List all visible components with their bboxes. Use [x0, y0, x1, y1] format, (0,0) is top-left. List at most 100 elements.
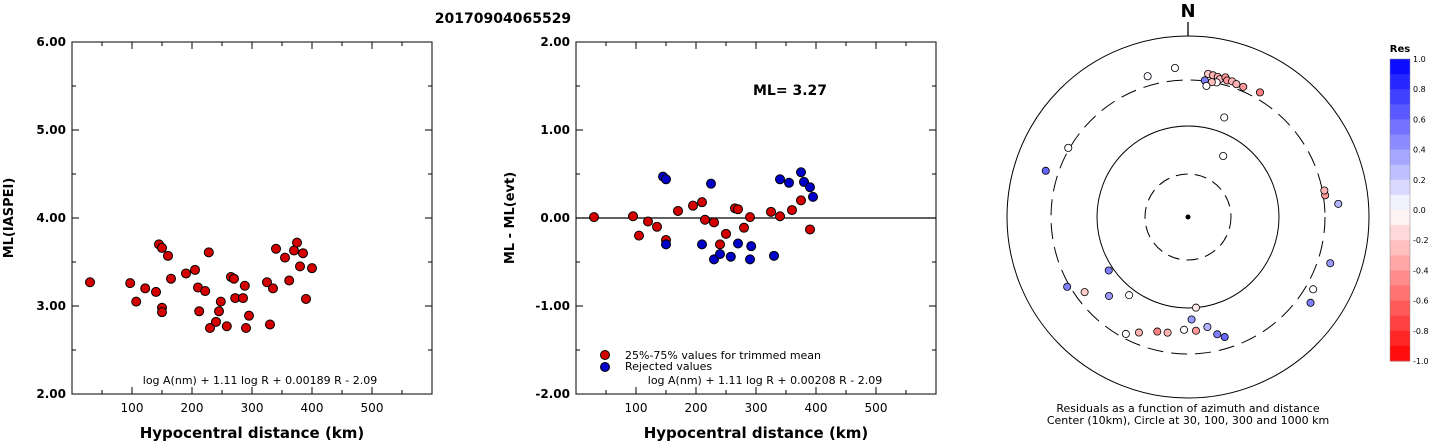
- colorbar-band: [1390, 164, 1410, 181]
- ml-iaspei-point: [131, 296, 142, 307]
- ml-iaspei-point: [298, 248, 308, 259]
- colorbar-band: [1390, 240, 1410, 256]
- ml-iaspei-point: [268, 283, 278, 294]
- ml-iaspei-point: [280, 252, 290, 263]
- ml-iaspei-point: [205, 323, 215, 333]
- ml-residual-y-tick-label: 2.00: [540, 35, 570, 49]
- legend-label-rejected: Rejected values: [625, 360, 712, 373]
- station-residual-point: [1121, 329, 1130, 338]
- ml-iaspei-point: [271, 243, 281, 254]
- station-residual-point: [1255, 88, 1264, 97]
- ml-residual-point: [628, 211, 638, 222]
- station-residual-point: [1213, 330, 1222, 339]
- ml-iaspei-point: [85, 277, 95, 288]
- ml-iaspei-y-label: ML(IASPEI): [2, 178, 17, 259]
- colorbar-band: [1390, 119, 1410, 135]
- station-residual-point: [1105, 291, 1114, 300]
- ml-residual-point: [715, 239, 725, 250]
- colorbar-band: [1390, 345, 1410, 362]
- ml-residual-ticks: 100 200 300 400 500 -2.00 -1.00 0.00 1.00 2.00: [535, 35, 936, 415]
- station-residual-point: [1239, 82, 1248, 91]
- station-residual-point: [1220, 333, 1229, 342]
- ml-residual-point: [673, 205, 683, 216]
- colorbar-band: [1390, 285, 1410, 302]
- ml-residual-point: [643, 216, 653, 227]
- colorbar-tick-label: 0.6: [1413, 115, 1426, 124]
- colorbar-band: [1390, 330, 1410, 347]
- ml-iaspei-x-tick-label: 300: [241, 401, 264, 415]
- station-residual-point: [1187, 315, 1196, 324]
- ml-residual-point: [706, 178, 716, 189]
- ml-iaspei-y-tick-label: 3.00: [36, 299, 66, 313]
- colorbar-tick-label: -0.2: [1413, 236, 1429, 245]
- station-residual-point: [1334, 199, 1343, 208]
- station-residual-point: [1153, 327, 1162, 336]
- colorbar-tick-label: 0.8: [1413, 85, 1426, 94]
- ml-residual-point: [661, 239, 671, 250]
- ml-residual-point: [739, 222, 749, 233]
- ml-residual-point: [589, 212, 599, 223]
- ml-residual-point: [661, 174, 671, 185]
- colorbar-band: [1390, 225, 1410, 241]
- ml-iaspei-point: [157, 242, 167, 253]
- ml-iaspei-point: [200, 286, 211, 297]
- ml-iaspei-y-tick-label: 4.00: [36, 211, 66, 225]
- station-residual-points: [1041, 63, 1343, 342]
- station-residual-point: [1191, 326, 1200, 335]
- ml-iaspei-x-label: Hypocentral distance (km): [140, 424, 365, 441]
- ml-residual-x-tick-label: 500: [865, 401, 888, 415]
- ml-iaspei-point: [284, 275, 295, 286]
- station-residual-point: [1232, 80, 1241, 89]
- ml-iaspei-point: [244, 310, 254, 321]
- ml-iaspei-point: [215, 296, 226, 307]
- ml-iaspei-point: [151, 286, 161, 297]
- station-residual-point: [1064, 143, 1073, 152]
- ml-iaspei-plot-frame: [71, 41, 433, 395]
- ml-residual-x-label: Hypocentral distance (km): [644, 424, 869, 441]
- ml-residual-point: [700, 214, 710, 225]
- colorbar-frame: [1389, 58, 1411, 362]
- ml-residual-point: [652, 221, 662, 232]
- polar-caption-line1: Residuals as a function of azimuth and d…: [1056, 402, 1319, 415]
- ml-iaspei-ticks: 100 200 300 400 500 2.00 3.00 4.00 5.00 6.00: [36, 35, 432, 415]
- colorbar-band: [1390, 270, 1410, 286]
- ml-iaspei-y-tick-label: 6.00: [36, 35, 66, 49]
- colorbar-band: [1390, 315, 1410, 332]
- ml-residual-point: [634, 230, 644, 241]
- ml-iaspei-point: [221, 321, 232, 332]
- station-residual-point: [1326, 259, 1335, 268]
- ml-iaspei-formula: log A(nm) + 1.11 log R + 0.00189 R - 2.0…: [143, 374, 377, 387]
- colorbar-tick-label: 0.0: [1413, 206, 1426, 215]
- ml-iaspei-x-tick-label: 200: [181, 401, 204, 415]
- polar-caption-line2: Center (10km), Circle at 30, 100, 300 an…: [1047, 414, 1329, 427]
- ml-iaspei-point: [295, 261, 305, 272]
- range-circle-300km: [1050, 79, 1326, 355]
- ml-iaspei-point: [238, 293, 248, 304]
- ml-residual-y-tick-label: -1.00: [535, 299, 570, 313]
- ml-residual-x-tick-label: 300: [745, 401, 768, 415]
- station-residual-point: [1170, 63, 1179, 72]
- ml-residual-point: [725, 251, 736, 262]
- station-residual-point: [1180, 325, 1189, 334]
- ml-residual-point: [805, 182, 815, 193]
- ml-iaspei-point: [265, 319, 275, 330]
- ml-iaspei-point: [262, 277, 272, 288]
- station-residual-point: [1219, 152, 1228, 161]
- ml-residual-x-tick-label: 100: [625, 401, 648, 415]
- ml-residual-y-tick-label: -2.00: [535, 387, 570, 401]
- ml-residual-point: [745, 254, 755, 265]
- colorbar-tick-label: 1.0: [1413, 55, 1426, 64]
- range-circle-1000km: [1006, 35, 1370, 399]
- colorbar-tick-label: -0.8: [1413, 327, 1429, 336]
- ml-iaspei-point: [239, 280, 250, 291]
- ml-iaspei-point: [241, 323, 251, 333]
- ml-residual-y-label: ML - ML(evt): [503, 172, 518, 264]
- ml-iaspei-point: [214, 306, 224, 317]
- colorbar-band: [1390, 149, 1410, 166]
- station-residual-point: [1143, 72, 1152, 81]
- legend: 25%-75% values for trimmed mean Rejected…: [600, 349, 821, 373]
- ml-iaspei-point: [194, 306, 205, 317]
- legend-label-trimmed: 25%-75% values for trimmed mean: [625, 349, 821, 362]
- ml-residual-point: [688, 200, 698, 211]
